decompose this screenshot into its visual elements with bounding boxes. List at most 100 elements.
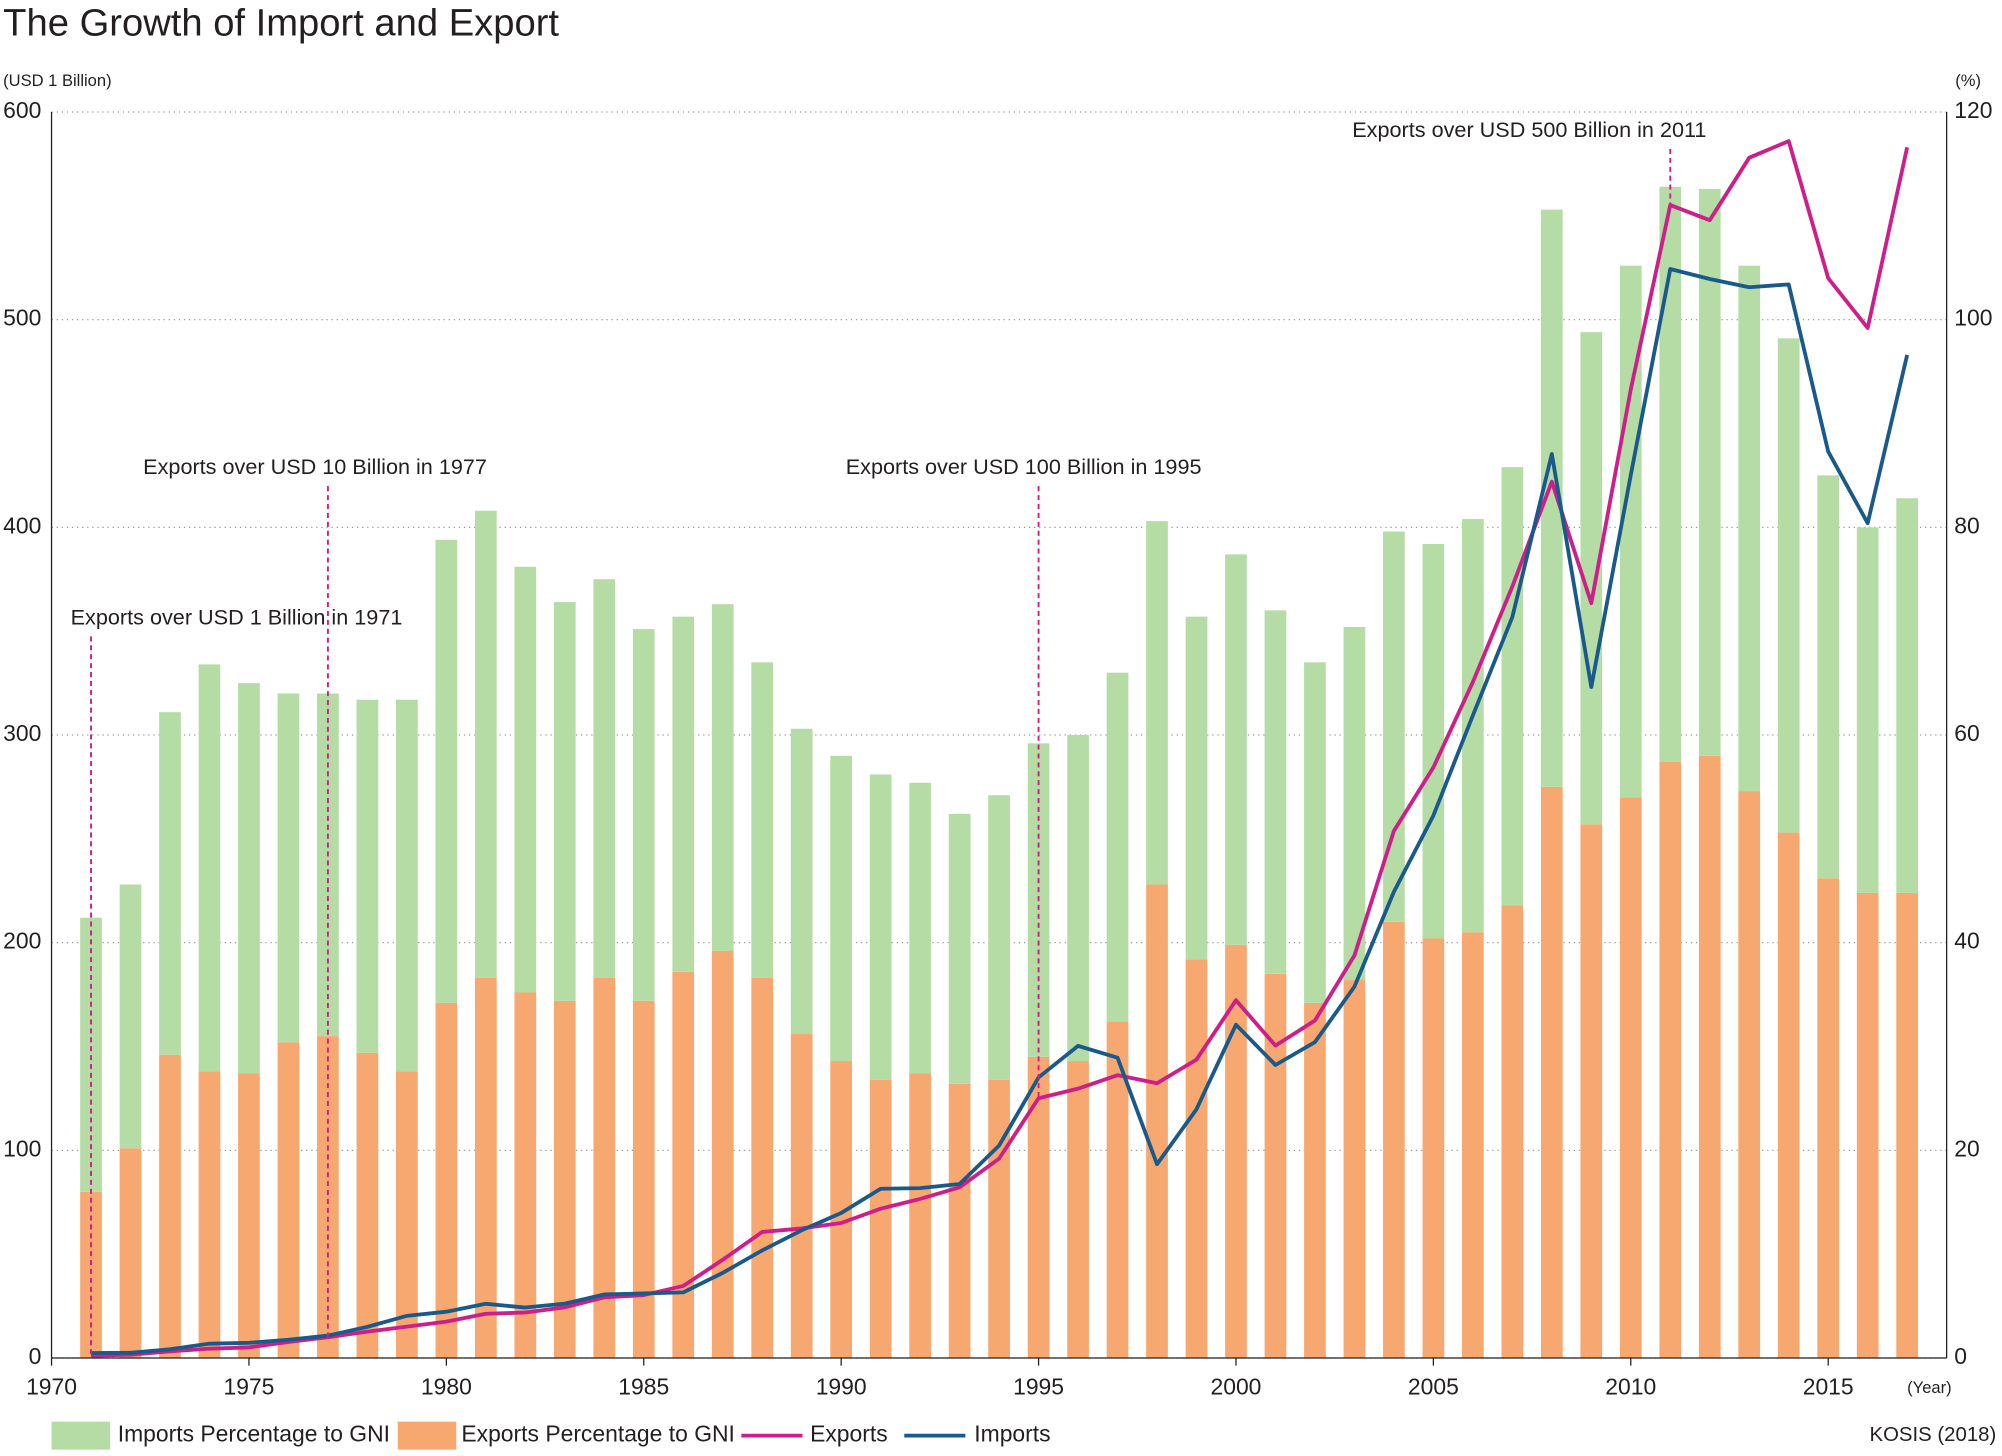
bar <box>553 1000 576 1358</box>
bar <box>198 1071 221 1358</box>
bar <box>672 616 695 972</box>
annotation: Exports over USD 10 Billion in 1977 <box>143 454 487 479</box>
bar <box>435 1002 458 1358</box>
bar <box>277 1042 300 1358</box>
bar <box>1225 944 1247 1358</box>
bar <box>474 977 497 1358</box>
bar <box>869 1079 892 1358</box>
bar <box>1225 554 1247 945</box>
y2-tick-label: 60 <box>1954 720 1979 746</box>
y-tick-label: 100 <box>3 1135 41 1161</box>
annotation: Exports over USD 500 Billion in 2011 <box>1352 117 1706 142</box>
bar <box>1185 616 1208 960</box>
bar <box>159 712 181 1055</box>
y-tick-label: 300 <box>3 720 41 746</box>
bar <box>1106 1021 1129 1358</box>
bar <box>1856 892 1879 1358</box>
x-axis-label: (Year) <box>1907 1378 1951 1397</box>
x-tick-label: 2005 <box>1408 1374 1459 1400</box>
bar <box>1343 980 1366 1358</box>
bar <box>514 566 537 993</box>
bar <box>1738 791 1761 1358</box>
bar <box>119 1148 142 1358</box>
bar <box>159 1054 181 1358</box>
bar <box>632 629 655 1001</box>
bar <box>396 1071 418 1358</box>
x-tick-label: 1975 <box>223 1374 274 1400</box>
legend-swatch <box>51 1421 111 1450</box>
bar <box>593 977 616 1358</box>
bar <box>1067 1061 1089 1358</box>
x-tick-label: 1985 <box>618 1374 669 1400</box>
line <box>91 267 1910 1355</box>
bar <box>1501 467 1524 906</box>
bar <box>1383 531 1405 922</box>
x-tick-label: 1990 <box>816 1374 867 1400</box>
bar <box>1817 475 1840 879</box>
bar <box>119 884 142 1149</box>
bar <box>751 662 774 978</box>
bar <box>1580 824 1603 1358</box>
bar <box>1698 755 1721 1358</box>
bar <box>1698 188 1721 756</box>
y2-tick-label: 40 <box>1954 928 1979 954</box>
bar <box>909 782 931 1074</box>
legend-label: Exports Percentage to GNI <box>461 1421 735 1447</box>
y2-tick-label: 80 <box>1954 512 1979 538</box>
bar <box>1383 921 1405 1358</box>
y-tick-label: 400 <box>3 512 41 538</box>
bar <box>1462 932 1484 1358</box>
bar <box>1501 905 1524 1358</box>
y2-axis-label: (%) <box>1955 71 1981 90</box>
bar <box>632 1000 655 1358</box>
legend-label: Exports <box>810 1421 888 1447</box>
bar <box>514 992 537 1358</box>
bar <box>1106 672 1129 1022</box>
bar <box>1817 878 1840 1358</box>
x-tick-label: 1970 <box>26 1374 77 1400</box>
bar <box>1304 1002 1326 1358</box>
bar <box>711 950 734 1358</box>
bar <box>80 1191 102 1358</box>
bar <box>948 1083 971 1358</box>
bar <box>1580 332 1603 825</box>
bar <box>1304 662 1326 1003</box>
x-tick-label: 2000 <box>1211 1374 1262 1400</box>
bar <box>1185 959 1208 1358</box>
bar <box>790 1034 813 1358</box>
bar <box>1027 1056 1050 1358</box>
line <box>90 139 1910 1358</box>
bar <box>948 813 971 1084</box>
bar <box>238 683 260 1074</box>
bar <box>1738 265 1761 792</box>
bar <box>593 579 616 978</box>
bar <box>1343 627 1366 981</box>
legend-swatch <box>397 1421 457 1450</box>
bar <box>1264 973 1287 1358</box>
y-axis-label: (USD 1 Billion) <box>3 71 111 90</box>
bar <box>474 510 497 978</box>
bar <box>1619 265 1642 798</box>
y-tick-label: 0 <box>29 1343 42 1369</box>
y2-tick-label: 120 <box>1954 97 1992 123</box>
bar <box>1659 761 1682 1358</box>
bar <box>830 755 853 1062</box>
y-tick-label: 600 <box>3 97 41 123</box>
annotation: Exports over USD 1 Billion in 1971 <box>71 604 403 629</box>
bar <box>277 693 300 1043</box>
legend-label: Imports Percentage to GNI <box>118 1421 390 1447</box>
bar <box>1146 521 1168 885</box>
bar <box>356 1052 379 1358</box>
annotation: Exports over USD 100 Billion in 1995 <box>846 454 1202 479</box>
bar <box>790 728 813 1035</box>
bar <box>1462 519 1484 933</box>
bar <box>988 1079 1010 1358</box>
y2-tick-label: 0 <box>1954 1343 1967 1369</box>
legend-label: Imports <box>974 1421 1050 1447</box>
bar <box>830 1061 853 1358</box>
bar <box>1777 832 1800 1358</box>
bar <box>1422 543 1445 939</box>
bar <box>711 604 734 951</box>
bar <box>672 971 695 1358</box>
